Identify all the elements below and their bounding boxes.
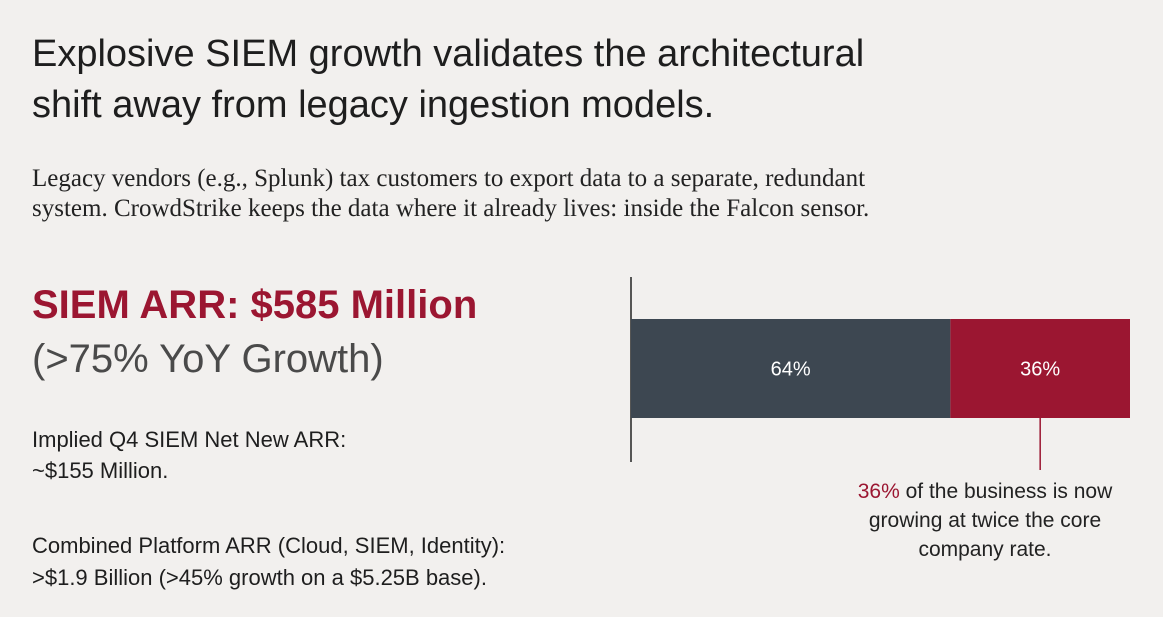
- annotation-highlight: 36%: [858, 480, 900, 503]
- annotation-text: growing at twice the core: [869, 509, 1101, 532]
- net-new-line: Implied Q4 SIEM Net New ARR:: [32, 427, 346, 452]
- combined-line: >$1.9 Billion (>45% growth on a $5.25B b…: [32, 565, 487, 590]
- title-line: Explosive SIEM growth validates the arch…: [32, 33, 864, 75]
- annotation-line: 36% of the business is now: [858, 480, 1113, 503]
- subtitle-line: Legacy vendors (e.g., Splunk) tax custom…: [32, 165, 865, 192]
- value-label: 64%: [771, 359, 811, 381]
- bar-segment: [950, 319, 1130, 418]
- bar-segment: [631, 319, 951, 418]
- subtitle-line: system. CrowdStrike keeps the data where…: [32, 195, 869, 222]
- value-label: 36%: [1020, 359, 1060, 381]
- metric-headline: SIEM ARR: $585 Million: [32, 283, 477, 327]
- title-line: shift away from legacy ingestion models.: [32, 84, 714, 126]
- annotation-text: company rate.: [918, 538, 1051, 561]
- net-new-line: ~$155 Million.: [32, 458, 168, 483]
- chart: 64% 36%36% of the business is nowgrowing …: [631, 319, 1130, 561]
- annotation-text: of the business is now: [906, 480, 1113, 503]
- annotation-line: company rate.: [918, 538, 1051, 561]
- annotation-line: growing at twice the core: [869, 509, 1101, 532]
- metric-growth: (>75% YoY Growth): [32, 337, 384, 381]
- combined-line: Combined Platform ARR (Cloud, SIEM, Iden…: [32, 533, 505, 558]
